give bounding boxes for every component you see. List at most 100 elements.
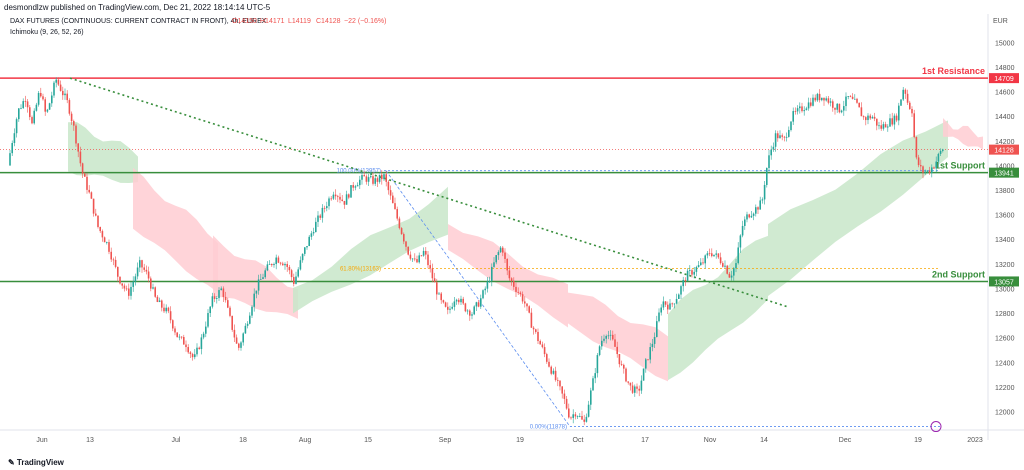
candle-body xyxy=(730,275,733,278)
candle-body xyxy=(447,306,449,310)
y-tick-label: 14600 xyxy=(995,90,1015,97)
ichimoku-cloud xyxy=(448,224,568,328)
candle-body xyxy=(306,246,308,248)
candle-body xyxy=(768,155,770,168)
level-name: 1st Support xyxy=(935,161,985,171)
candle-body xyxy=(339,196,341,200)
candle-body xyxy=(31,117,33,124)
candle-body xyxy=(495,255,497,263)
level-price-label: 14709 xyxy=(994,76,1014,83)
candle-body xyxy=(794,111,797,112)
candle-body xyxy=(541,344,544,348)
candle-body xyxy=(35,104,38,111)
candle-body xyxy=(612,334,614,340)
candle-body xyxy=(249,315,251,324)
candle-body xyxy=(858,102,860,108)
candle-body xyxy=(645,359,647,369)
candle-body xyxy=(99,226,101,232)
candle-body xyxy=(51,95,53,104)
candle-body xyxy=(334,194,337,197)
level-price-tag xyxy=(989,167,1019,178)
candle-body xyxy=(260,278,262,280)
candle-body xyxy=(915,137,918,158)
candle-body xyxy=(722,263,724,267)
candle-body xyxy=(625,368,627,382)
top-bar: desmondlzw published on TradingView.com,… xyxy=(0,0,1024,14)
candle-body xyxy=(686,270,689,281)
candle-body xyxy=(550,366,552,374)
candle-body xyxy=(671,303,673,305)
candle-body xyxy=(601,340,603,347)
candle-body xyxy=(268,264,271,265)
candle-body xyxy=(70,113,73,122)
candle-body xyxy=(352,185,354,188)
candle-body xyxy=(493,262,495,267)
candle-body xyxy=(838,103,841,113)
candle-body xyxy=(647,359,649,361)
candle-body xyxy=(167,307,170,312)
y-tick-label: 12200 xyxy=(995,385,1015,392)
candle-body xyxy=(638,388,640,391)
candle-body xyxy=(482,290,484,299)
candle-body xyxy=(543,347,546,355)
candle-body xyxy=(108,242,110,252)
candle-body xyxy=(323,207,326,209)
candle-body xyxy=(788,129,790,137)
candle-body xyxy=(348,194,350,198)
candle-body xyxy=(673,303,676,305)
candle-body xyxy=(37,92,40,105)
candle-body xyxy=(933,167,935,169)
fib-label: 0.00%(11878) xyxy=(530,425,567,431)
candle-body xyxy=(733,268,735,276)
candle-body xyxy=(345,194,348,205)
candle-body xyxy=(785,136,788,138)
candle-body xyxy=(649,347,651,360)
candle-body xyxy=(656,321,658,337)
candle-body xyxy=(414,258,416,260)
candle-body xyxy=(284,263,286,266)
candle-body xyxy=(444,302,447,307)
level-name: 1st Resistance xyxy=(922,66,985,76)
candle-body xyxy=(442,300,445,303)
candle-body xyxy=(629,382,632,386)
candle-body xyxy=(257,279,260,291)
ohlc-o: O14150 xyxy=(232,18,257,25)
candle-body xyxy=(174,328,176,333)
candle-body xyxy=(400,228,403,235)
candle-body xyxy=(286,263,288,267)
candle-body xyxy=(814,97,816,101)
candle-body xyxy=(29,107,31,118)
x-tick-label: Oct xyxy=(573,437,584,444)
candle-body xyxy=(84,173,86,177)
candle-body xyxy=(631,385,634,393)
candle-body xyxy=(319,215,321,218)
candle-body xyxy=(218,290,220,299)
candle-body xyxy=(895,115,898,121)
candle-body xyxy=(477,302,480,307)
x-tick-label: 19 xyxy=(914,437,922,444)
candle-body xyxy=(585,416,588,422)
candle-body xyxy=(409,254,412,259)
candle-body xyxy=(110,251,112,260)
candle-body xyxy=(675,298,678,304)
candle-body xyxy=(251,306,253,316)
candle-body xyxy=(480,298,482,307)
candle-body xyxy=(697,265,700,268)
candle-body xyxy=(53,82,55,96)
candle-body xyxy=(726,265,728,274)
candle-body xyxy=(662,301,665,308)
level-price-label: 13057 xyxy=(994,279,1014,286)
candle-body xyxy=(79,151,82,164)
candle-body xyxy=(535,329,537,332)
candle-body xyxy=(224,296,227,301)
price-chart[interactable]: DAX FUTURES (CONTINUOUS: CURRENT CONTRAC… xyxy=(0,14,1024,455)
candle-body xyxy=(532,327,535,330)
candle-body xyxy=(117,266,119,277)
y-tick-label: 14400 xyxy=(995,114,1015,121)
candle-body xyxy=(711,253,713,257)
candle-body xyxy=(735,263,737,269)
ohlc-chg: −22 (−0.16%) xyxy=(344,18,386,25)
candle-body xyxy=(623,364,625,369)
candle-body xyxy=(777,133,779,139)
candle-body xyxy=(931,167,933,173)
